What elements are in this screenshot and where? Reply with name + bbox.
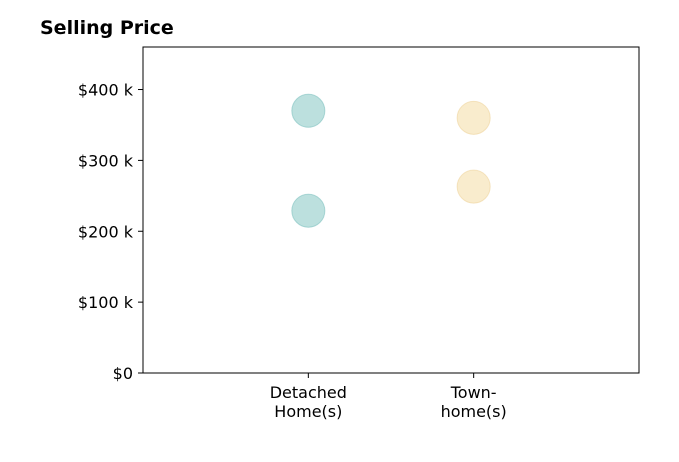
data-point xyxy=(456,100,491,135)
data-point xyxy=(291,193,326,228)
chart-title: Selling Price xyxy=(40,17,174,39)
y-tick-label: $200 k xyxy=(78,222,134,241)
y-tick-label: $0 xyxy=(113,364,133,383)
plot-area: $0 $100 k $200 k $300 k $400 k Detached Home(s… xyxy=(78,46,640,421)
plot-frame xyxy=(142,46,640,374)
x-tick-label: Detached Home(s) xyxy=(270,383,347,421)
y-tick-label: $400 k xyxy=(78,81,134,100)
y-tick-label: $300 k xyxy=(78,151,134,170)
data-point xyxy=(456,169,491,204)
data-point xyxy=(291,93,326,128)
x-tick-label: Town-home(s) xyxy=(441,383,507,421)
y-tick-label: $100 k xyxy=(78,293,134,312)
